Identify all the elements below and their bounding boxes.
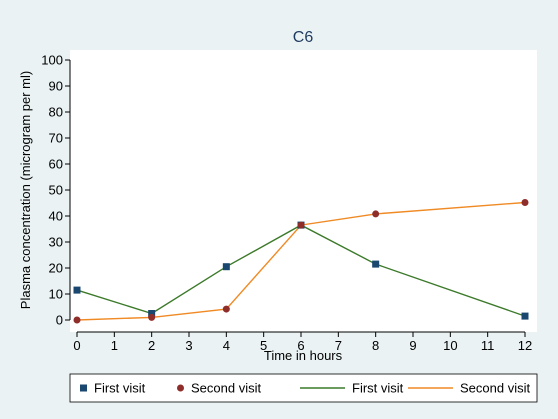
- x-axis: 0 1 2 3 4 5 6 7 8 9 10 11 12: [73, 331, 532, 353]
- data-point-square: [521, 312, 529, 320]
- legend: First visit Second visit First visit Second…: [69, 373, 538, 403]
- x-axis-label: Time in hours: [264, 348, 343, 363]
- legend-label: First visit: [352, 381, 404, 396]
- data-point-circle: [297, 221, 305, 229]
- plot-area: [70, 50, 537, 332]
- data-point-circle: [372, 210, 380, 218]
- legend-label: Second visit: [191, 381, 261, 396]
- series-layer: [73, 198, 529, 324]
- x-tick-label: 0: [73, 338, 80, 353]
- x-tick-label: 12: [518, 338, 532, 353]
- chart-title: C6: [293, 29, 314, 46]
- data-point-square: [372, 260, 380, 268]
- data-point-circle: [521, 198, 529, 206]
- data-point-circle: [222, 305, 230, 313]
- x-tick-label: 1: [111, 338, 118, 353]
- y-axis: 0 10 20 30 40 50 60 70 80 90 100: [41, 53, 71, 328]
- y-tick-label: 0: [56, 313, 63, 328]
- y-tick-label: 30: [49, 235, 63, 250]
- y-tick-label: 90: [49, 79, 63, 94]
- y-tick-label: 70: [49, 131, 63, 146]
- x-tick-label: 6: [297, 338, 304, 353]
- y-axis-label: Plasma concentration (microgram per ml): [18, 71, 33, 309]
- x-tick-label: 8: [372, 338, 379, 353]
- data-point-square: [148, 310, 156, 317]
- y-tick-label: 80: [49, 105, 63, 120]
- x-tick-label: 2: [148, 338, 155, 353]
- x-tick-label: 5: [260, 338, 267, 353]
- y-tick-label: 20: [49, 261, 63, 276]
- x-tick-label: 3: [185, 338, 192, 353]
- data-point-square: [73, 286, 81, 294]
- legend-label: First visit: [94, 381, 146, 396]
- x-tick-label: 4: [223, 338, 230, 353]
- legend-label: Second visit: [460, 381, 530, 396]
- series-line-2: [76, 201, 526, 321]
- data-point-circle: [73, 316, 81, 324]
- y-tick-label: 10: [49, 287, 63, 302]
- x-tick-label: 10: [443, 338, 457, 353]
- data-point-square: [222, 263, 230, 271]
- data-point-circle: [148, 313, 156, 321]
- series-line-1: [76, 224, 526, 317]
- x-tick-label: 11: [481, 338, 495, 353]
- y-tick-label: 60: [49, 157, 63, 172]
- legend-key-circle: [177, 384, 184, 392]
- legend-key-square: [80, 384, 87, 392]
- y-tick-label: 100: [41, 53, 63, 68]
- y-tick-label: 50: [49, 183, 63, 198]
- x-tick-label: 9: [409, 338, 416, 353]
- y-tick-label: 40: [49, 209, 63, 224]
- x-tick-label: 7: [335, 338, 342, 353]
